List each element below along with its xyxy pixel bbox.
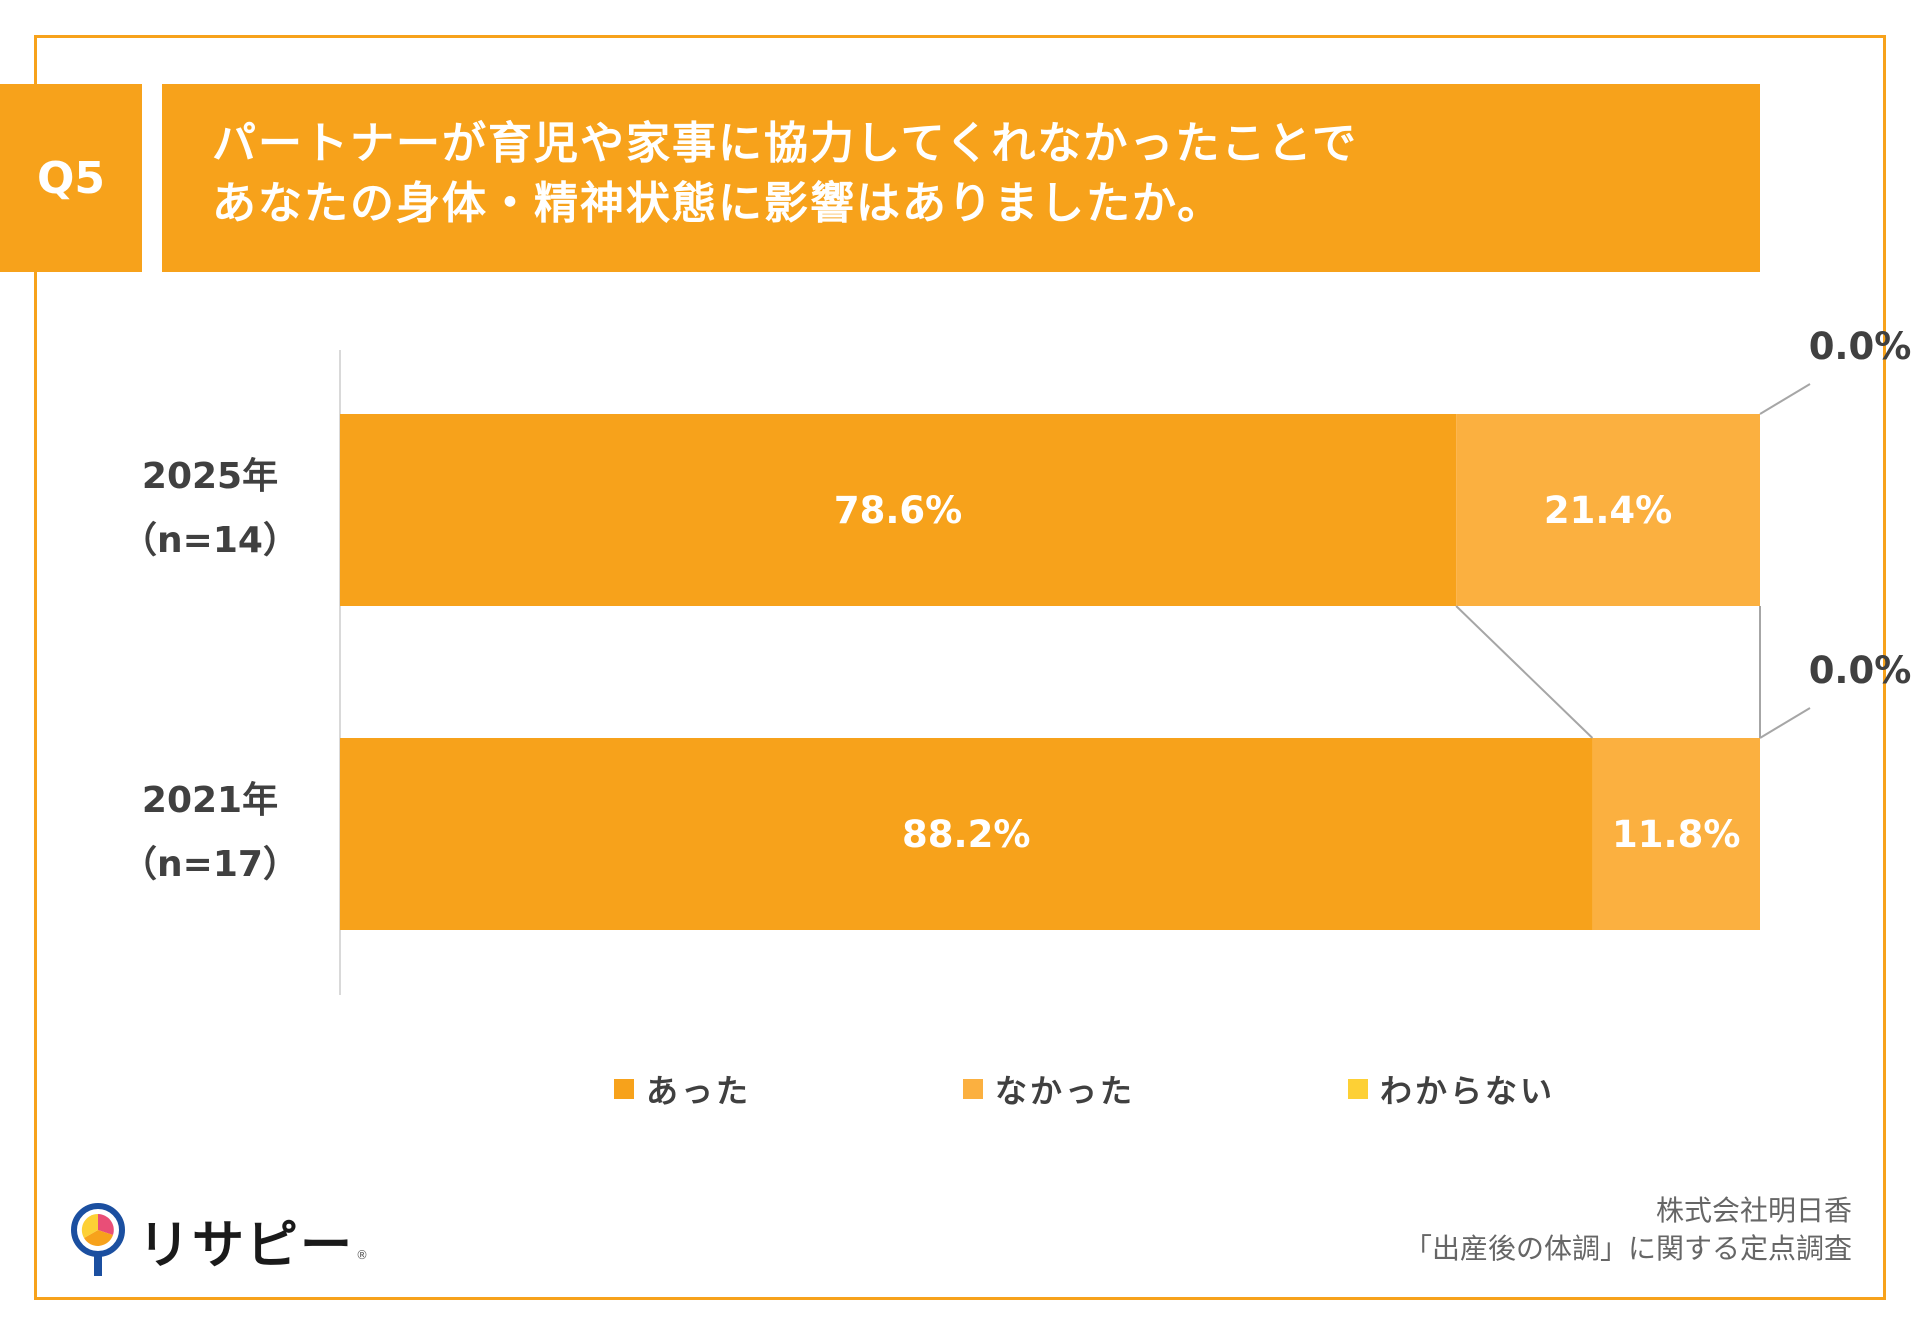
question-label: Q5 <box>0 84 142 272</box>
bar-2-callout-line-3 <box>1759 707 1811 739</box>
logo-text: リサピー <box>138 1215 355 1276</box>
legend-item-wakaranai: わからない <box>1348 1066 1555 1112</box>
series-connector-1 <box>1455 605 1594 739</box>
title-line-1: パートナーが育児や家事に協力してくれなかったことで <box>212 118 1359 169</box>
source-note: 株式会社明日香 「出産後の体調」に関する定点調査 <box>1404 1192 1852 1268</box>
logo-registered-mark: ® <box>356 1248 369 1262</box>
risapy-logo: リサピー ® <box>70 1200 368 1280</box>
bar-1-label-1: 78.6% <box>834 489 962 532</box>
legend-label-atta: あった <box>646 1072 752 1110</box>
stacked-bar-chart: 78.6% 21.4% 0.0% 2025年 （n=14） 88.2% 11.8% 0.0% 2… <box>121 325 1912 995</box>
category-label-1-year: 2025年 <box>142 456 278 497</box>
bar-2-label-2: 11.8% <box>1612 813 1740 856</box>
question-title: パートナーが育児や家事に協力してくれなかったことで あなたの身体・精神状態に影響… <box>162 84 1760 272</box>
bar-1-label-3: 0.0% <box>1809 325 1912 368</box>
category-label-2-n: （n=17） <box>121 844 299 885</box>
category-label-2-year: 2021年 <box>142 780 278 821</box>
legend-swatch-wakaranai <box>1348 1079 1368 1099</box>
legend: あった なかった わからない <box>0 1066 1920 1110</box>
bar-1-segment-1 <box>340 414 1457 606</box>
bar-1-label-2: 21.4% <box>1544 489 1672 532</box>
question-number: Q5 <box>36 152 106 204</box>
risapy-logo-icon <box>71 1203 125 1276</box>
bar-2-segment-2 <box>1592 738 1760 930</box>
bar-2-label-3: 0.0% <box>1809 649 1912 692</box>
bar-1-callout-line-3 <box>1759 383 1811 415</box>
bar-2-label-1: 88.2% <box>902 813 1030 856</box>
legend-label-nakatta: なかった <box>995 1072 1136 1110</box>
legend-swatch-nakatta <box>963 1079 983 1099</box>
source-survey: 「出産後の体調」に関する定点調査 <box>1403 1232 1852 1265</box>
legend-label-wakaranai: わからない <box>1380 1072 1556 1110</box>
category-label-1-n: （n=14） <box>121 520 299 561</box>
legend-swatch-atta <box>614 1079 634 1099</box>
bar-1-segment-2 <box>1456 414 1760 606</box>
bar-2-segment-1 <box>340 738 1593 930</box>
source-company: 株式会社明日香 <box>1655 1194 1852 1227</box>
chart-frame <box>34 35 1886 1300</box>
title-line-2: あなたの身体・精神状態に影響はありましたか。 <box>212 178 1224 229</box>
legend-item-nakatta: なかった <box>963 1066 1135 1112</box>
legend-item-atta: あった <box>614 1066 751 1112</box>
